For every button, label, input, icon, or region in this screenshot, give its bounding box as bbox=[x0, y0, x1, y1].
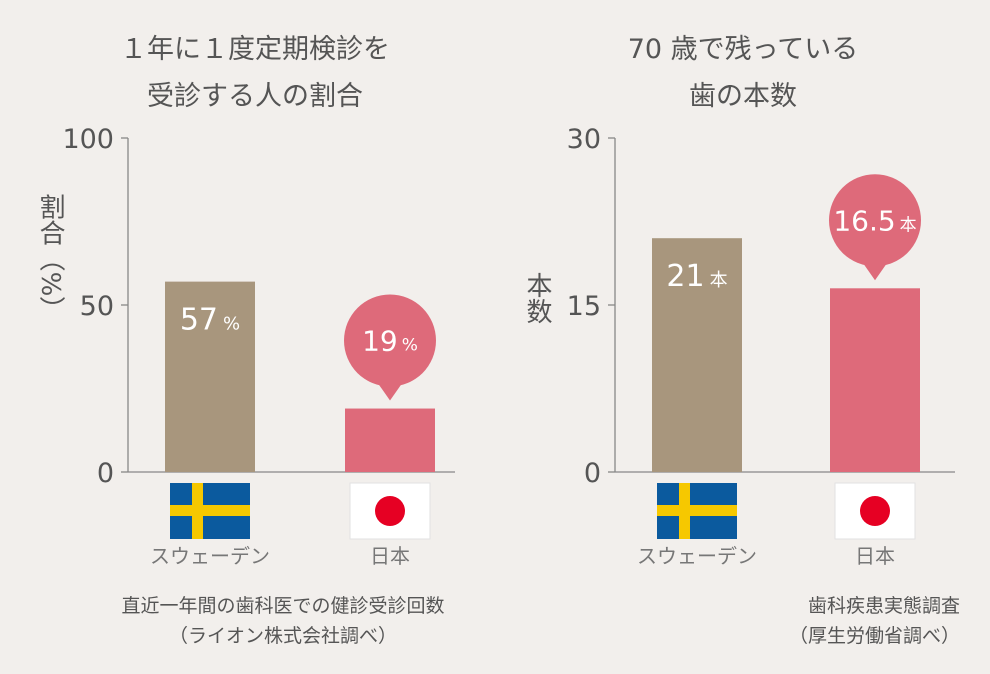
japan-flag-icon bbox=[834, 482, 916, 540]
y-tick-label: 50 bbox=[80, 291, 114, 322]
y-axis-label: 本数 bbox=[522, 272, 552, 324]
y-tick-label: 30 bbox=[567, 124, 601, 155]
chart-title-line: 歯の本数 bbox=[689, 81, 797, 112]
data-label-unit: % bbox=[402, 336, 418, 356]
x-tick-label: 日本 bbox=[855, 544, 895, 568]
callout-bubble bbox=[829, 174, 921, 267]
japan-flag-icon bbox=[349, 482, 431, 540]
data-label-unit: % bbox=[223, 314, 240, 335]
data-label-number: 16.5 bbox=[833, 204, 895, 237]
bar-sweden bbox=[652, 238, 742, 472]
chart-title-line: １年に１度定期検診を bbox=[120, 34, 390, 65]
flag-cross-horizontal bbox=[170, 505, 250, 516]
bar-japan bbox=[830, 288, 920, 472]
source-note-line: 直近一年間の歯科医での健診受診回数 bbox=[121, 595, 444, 617]
data-label-number: 21 bbox=[666, 259, 704, 294]
source-note-line: 歯科疾患実態調査 bbox=[808, 595, 960, 617]
chart-title-line: 70 歳で残っている bbox=[628, 34, 859, 65]
data-label: 57% bbox=[180, 303, 240, 338]
flag-sun bbox=[860, 496, 890, 526]
y-axis-label: 割合（%） bbox=[35, 194, 65, 323]
flag-sun bbox=[375, 496, 405, 526]
bar-sweden bbox=[165, 281, 255, 472]
source-note-line: （厚生労働省調べ） bbox=[789, 625, 960, 647]
data-label: 21 本 bbox=[666, 259, 727, 294]
data-label-number: 57 bbox=[180, 303, 218, 338]
data-label: 16.5 本 bbox=[833, 204, 916, 237]
flag-cross-horizontal bbox=[657, 505, 737, 516]
bar-japan bbox=[345, 408, 435, 472]
data-label-number: 19 bbox=[362, 325, 398, 358]
y-tick-label: 0 bbox=[584, 458, 601, 489]
data-label: 19% bbox=[362, 325, 418, 358]
chart-title-line: 受診する人の割合 bbox=[147, 81, 363, 112]
sweden-flag-icon bbox=[657, 483, 737, 539]
y-tick-label: 100 bbox=[62, 124, 114, 155]
data-label-unit: 本 bbox=[900, 215, 917, 235]
callout-bubble bbox=[344, 294, 436, 387]
x-tick-label: スウェーデン bbox=[150, 544, 270, 568]
source-note-line: （ライオン株式会社調べ） bbox=[169, 625, 397, 647]
x-tick-label: スウェーデン bbox=[637, 544, 757, 568]
x-tick-label: 日本 bbox=[370, 544, 410, 568]
y-tick-label: 0 bbox=[97, 458, 114, 489]
sweden-flag-icon bbox=[170, 483, 250, 539]
data-label-unit: 本 bbox=[710, 270, 728, 291]
y-tick-label: 15 bbox=[567, 291, 601, 322]
